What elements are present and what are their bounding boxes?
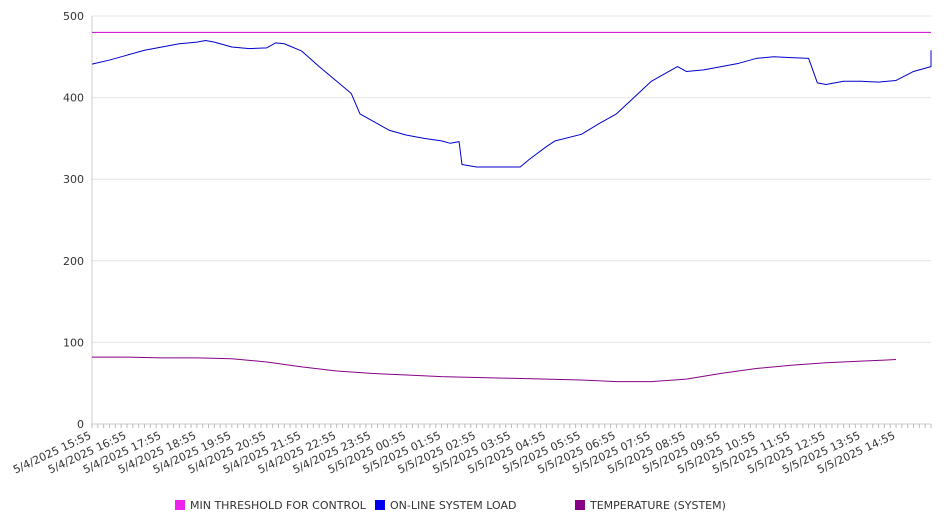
series-line-on-line-system-load: [91, 39, 932, 168]
legend-item-system-load[interactable]: ON-LINE SYSTEM LOAD: [375, 497, 516, 513]
legend-item-min-threshold[interactable]: MIN THRESHOLD FOR CONTROL: [175, 497, 366, 513]
legend-label-temperature: TEMPERATURE (SYSTEM): [590, 498, 726, 512]
y-tick-label: 0: [77, 418, 84, 431]
y-tick-label: 500: [63, 10, 84, 23]
legend-swatch-min-threshold: [175, 500, 185, 510]
x-tick-labels: 5/4/2025 15:555/4/2025 16:555/4/2025 17:…: [11, 429, 897, 477]
gridlines: [92, 15, 931, 343]
y-tick-labels: 0 100 200 300 400 500: [63, 10, 84, 431]
series-lines: [91, 31, 932, 383]
axes: [91, 16, 932, 428]
legend-swatch-temperature: [575, 500, 585, 510]
y-tick-label: 200: [63, 255, 84, 268]
legend-label-min-threshold: MIN THRESHOLD FOR CONTROL: [190, 498, 366, 512]
series-line-temperature-system: [92, 356, 897, 383]
legend-swatch-system-load: [375, 500, 385, 510]
y-tick-label: 100: [63, 336, 84, 349]
legend: MIN THRESHOLD FOR CONTROL ON-LINE SYSTEM…: [0, 497, 946, 515]
y-tick-label: 400: [63, 92, 84, 105]
y-tick-label: 300: [63, 173, 84, 186]
legend-item-temperature[interactable]: TEMPERATURE (SYSTEM): [575, 497, 726, 513]
legend-label-system-load: ON-LINE SYSTEM LOAD: [390, 498, 517, 512]
